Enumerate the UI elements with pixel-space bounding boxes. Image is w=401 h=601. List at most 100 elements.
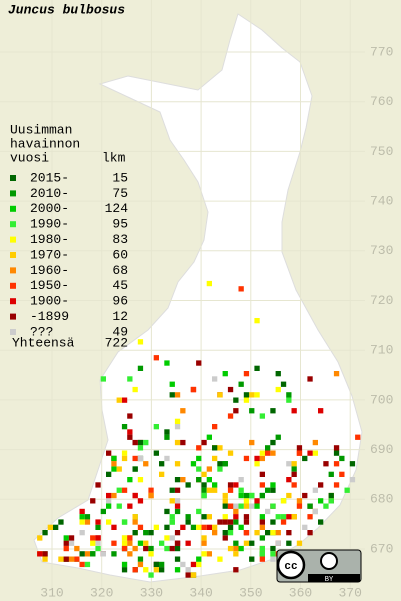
observation-square (47, 524, 53, 530)
observation-square (259, 535, 265, 541)
observation-square (185, 572, 191, 578)
observation-square (249, 408, 255, 414)
observation-square (227, 413, 234, 419)
observation-square (53, 524, 59, 530)
observation-square (42, 556, 48, 562)
legend-swatch (10, 313, 16, 320)
observation-square (106, 503, 112, 509)
legend-total-label: Yhteensä (12, 335, 75, 350)
observation-square (212, 524, 218, 530)
observation-square (275, 434, 281, 440)
observation-square (42, 551, 48, 557)
observation-square (111, 524, 117, 530)
observation-square (328, 471, 334, 477)
observation-square (190, 572, 197, 578)
observation-square (280, 519, 287, 525)
observation-square (227, 545, 234, 552)
observation-square (233, 551, 239, 557)
observation-square (174, 567, 181, 573)
legend-label: ??? (30, 324, 53, 339)
observation-square (254, 455, 260, 462)
observation-square (164, 524, 170, 530)
observation-square (249, 540, 255, 546)
observation-square (238, 503, 244, 509)
observation-square (206, 477, 212, 483)
observation-square (164, 545, 170, 552)
observation-square (196, 455, 202, 462)
legend-count: 49 (112, 324, 128, 339)
observation-square (196, 360, 202, 366)
observation-square (95, 524, 101, 530)
observation-square (143, 567, 149, 573)
observation-square (296, 445, 303, 451)
observation-square (148, 492, 154, 499)
observation-square (100, 551, 106, 557)
y-label: 710 (370, 343, 393, 358)
legend-label: -1899 (30, 309, 69, 324)
observation-square (243, 540, 250, 546)
legend-count: 124 (105, 201, 129, 216)
legend-heading: vuosi (10, 150, 49, 165)
legend-label: 1900- (30, 294, 69, 309)
observation-square (74, 545, 80, 552)
observation-square (291, 461, 297, 467)
observation-square (238, 286, 244, 292)
observation-square (174, 439, 181, 446)
observation-square (111, 540, 117, 546)
y-label: 750 (370, 144, 393, 159)
observation-square (286, 514, 292, 520)
legend-swatch (10, 282, 16, 289)
legend-swatch (10, 329, 16, 335)
observation-square (333, 461, 340, 467)
observation-square (90, 551, 96, 557)
observation-square (227, 524, 234, 530)
observation-square (333, 445, 340, 451)
y-label: 690 (370, 442, 393, 457)
observation-square (333, 482, 340, 488)
observation-square (227, 450, 234, 456)
observation-square (95, 540, 101, 546)
observation-square (212, 487, 218, 493)
observation-square (127, 503, 133, 509)
observation-square (270, 556, 276, 562)
observation-square (312, 508, 318, 515)
observation-square (265, 487, 271, 493)
observation-square (180, 524, 186, 530)
observation-square (238, 492, 244, 499)
observation-square (148, 572, 154, 578)
observation-square (159, 561, 165, 568)
observation-square (206, 466, 212, 472)
observation-square (222, 371, 228, 377)
observation-square (249, 503, 255, 509)
observation-square (344, 487, 350, 493)
observation-square (238, 487, 244, 493)
observation-square (37, 551, 43, 557)
observation-square (259, 492, 265, 499)
observation-square (259, 514, 265, 520)
observation-square (127, 535, 133, 541)
observation-square (243, 519, 250, 525)
observation-square (233, 514, 239, 520)
observation-square (164, 360, 170, 366)
observation-square (159, 471, 165, 477)
observation-square (333, 371, 340, 377)
observation-square (42, 530, 48, 536)
observation-square (143, 439, 149, 446)
by-strip (308, 574, 360, 582)
x-label: 330 (140, 585, 163, 600)
observation-square (222, 503, 228, 509)
observation-square (132, 455, 138, 462)
observation-square (68, 556, 75, 562)
observation-square (212, 376, 218, 382)
legend-label: 1970- (30, 247, 69, 262)
observation-square (233, 503, 239, 509)
observation-square (169, 519, 175, 525)
y-label: 760 (370, 94, 393, 109)
legend-count: 75 (112, 186, 128, 201)
observation-square (280, 514, 287, 520)
observation-square (111, 492, 117, 499)
y-label: 740 (370, 194, 393, 209)
observation-square (254, 365, 260, 371)
observation-square (201, 487, 207, 493)
